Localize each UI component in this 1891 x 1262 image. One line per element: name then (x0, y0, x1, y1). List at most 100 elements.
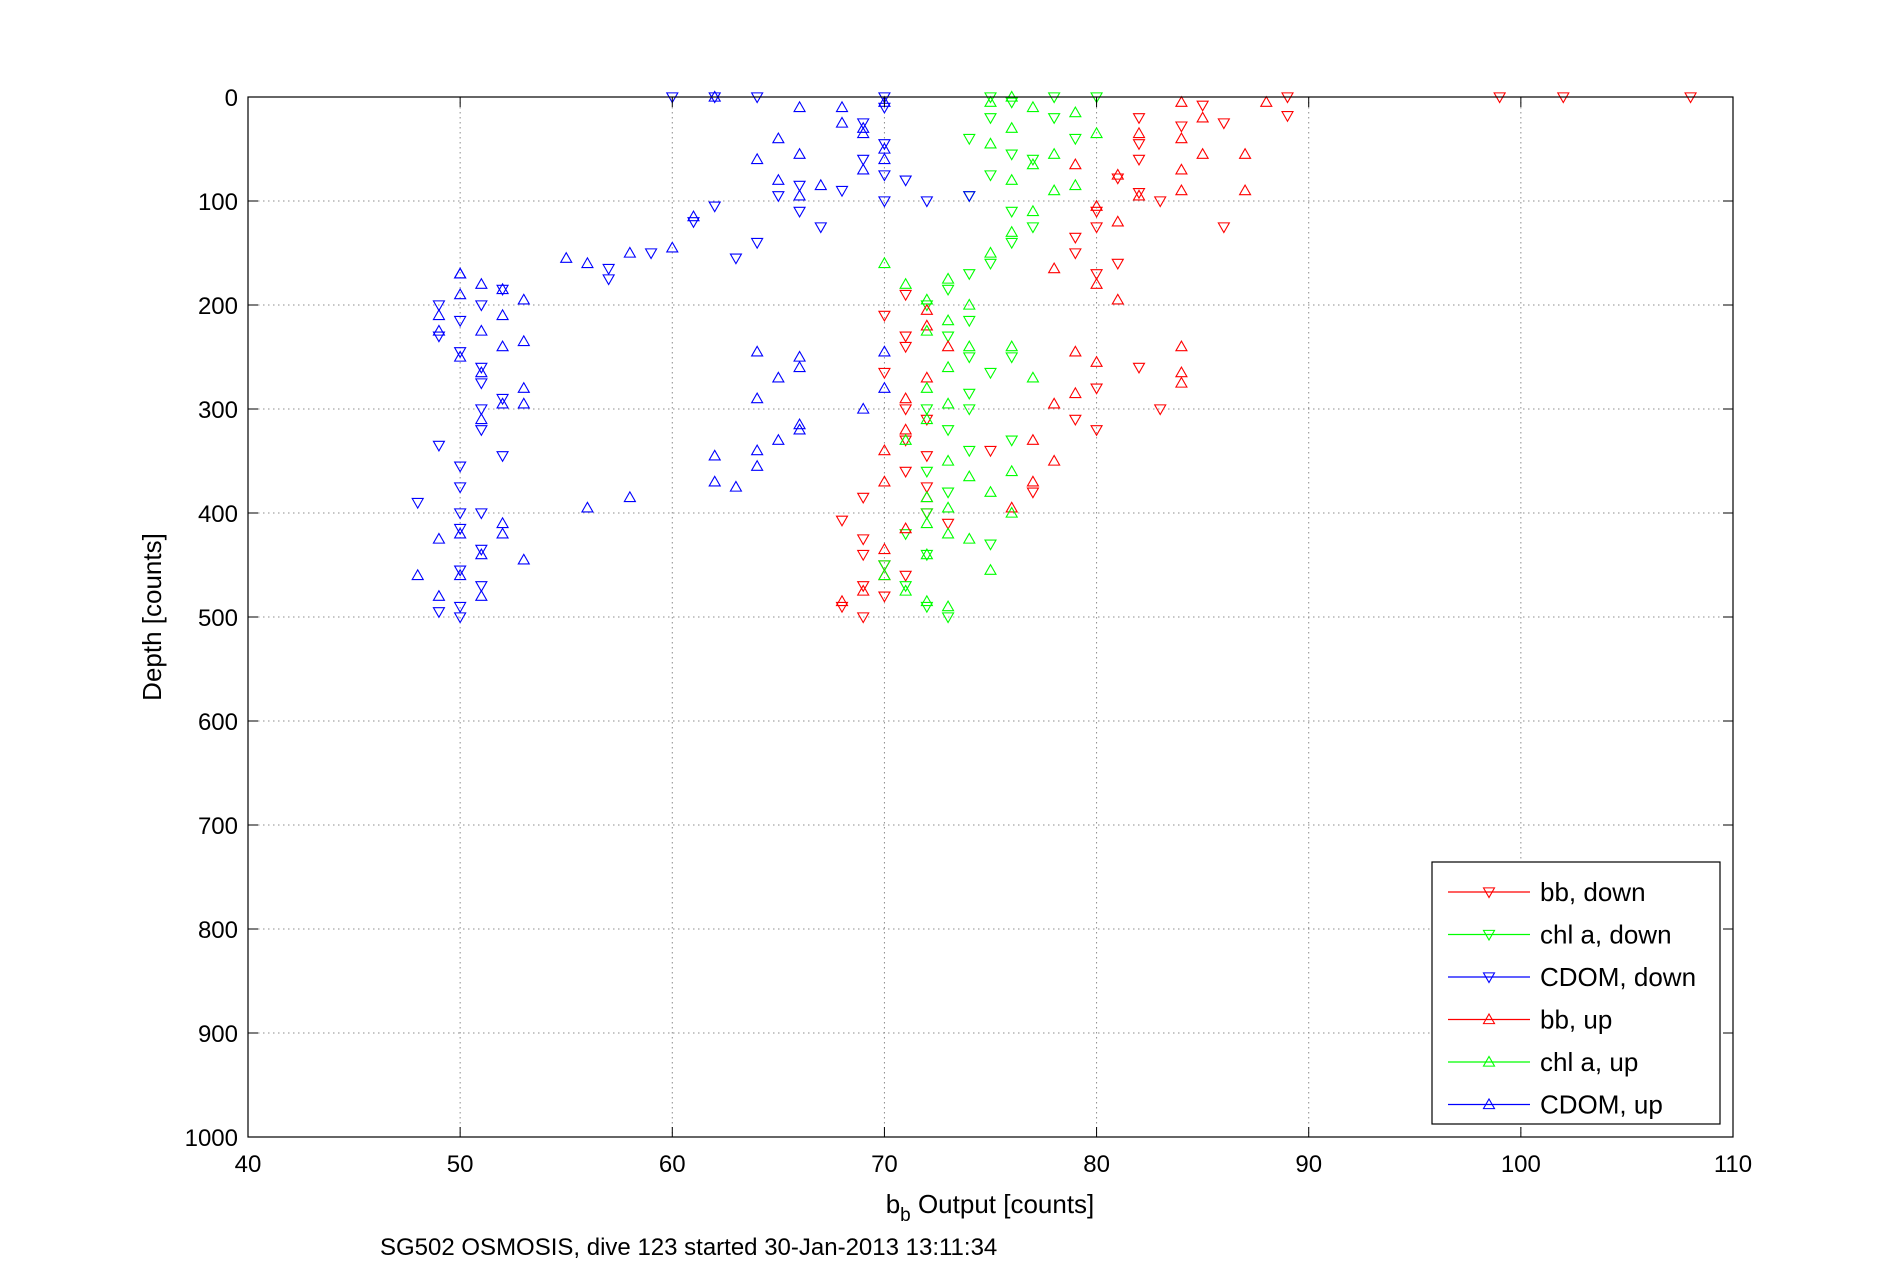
data-point (920, 466, 934, 479)
data-point (877, 170, 891, 182)
data-point (899, 331, 913, 343)
data-point (1047, 261, 1061, 274)
data-point (1068, 157, 1082, 170)
data-point (517, 334, 531, 347)
x-axis-label: bb Output [counts] (886, 1189, 1095, 1226)
data-points (411, 90, 1698, 624)
data-point (750, 443, 764, 456)
data-point (496, 397, 510, 409)
data-point (1132, 126, 1146, 139)
data-point (1153, 404, 1167, 416)
data-point (835, 601, 849, 614)
data-point (1026, 487, 1040, 499)
data-point (856, 154, 870, 167)
legend-marker (1482, 1055, 1496, 1067)
grid (248, 97, 1733, 1137)
data-point (962, 388, 976, 401)
data-point (602, 263, 616, 276)
data-point (1047, 454, 1061, 466)
data-point (750, 345, 764, 357)
data-point (1005, 352, 1019, 364)
data-point (835, 100, 849, 113)
data-point (1068, 232, 1082, 245)
data-point (453, 601, 467, 614)
data-point (984, 563, 997, 575)
data-point (793, 360, 807, 373)
y-tick-label: 400 (198, 501, 238, 528)
data-point (517, 381, 531, 393)
data-point (877, 310, 891, 323)
y-tick-label: 200 (198, 293, 238, 320)
data-point (941, 518, 955, 531)
y-tick-label: 700 (198, 813, 238, 840)
data-point (1090, 199, 1104, 211)
data-point (1047, 147, 1061, 159)
data-point (708, 90, 722, 102)
data-point (877, 591, 891, 603)
data-point (474, 300, 488, 312)
data-point (453, 508, 467, 520)
data-point (920, 490, 934, 503)
data-point (1132, 113, 1146, 125)
data-point (1005, 90, 1019, 102)
data-point (1174, 183, 1188, 196)
y-tick-label: 600 (198, 709, 238, 736)
data-point (1132, 362, 1146, 375)
y-tick-label: 500 (198, 605, 238, 632)
data-point (1068, 386, 1082, 399)
data-point (814, 222, 828, 234)
data-point (474, 362, 488, 375)
data-point (432, 589, 446, 601)
data-point (1217, 222, 1231, 234)
data-point (835, 594, 849, 607)
y-tick-label: 300 (198, 397, 238, 424)
data-point (793, 100, 807, 113)
data-point (432, 300, 446, 312)
data-point (453, 461, 467, 473)
data-point (984, 92, 997, 104)
data-point (899, 466, 913, 479)
data-point (1174, 131, 1188, 144)
data-point (708, 201, 722, 213)
data-point (1047, 397, 1061, 409)
series-4 (877, 90, 1104, 612)
data-point (750, 92, 764, 104)
data-point (474, 547, 488, 560)
data-point (580, 501, 594, 513)
data-point (517, 397, 531, 409)
data-point (1068, 105, 1082, 118)
legend-box (1431, 861, 1721, 1125)
data-point (644, 248, 658, 260)
data-point (729, 253, 743, 265)
data-point (1132, 154, 1146, 167)
data-point (1132, 139, 1146, 151)
data-point (877, 196, 891, 208)
data-point (877, 152, 891, 165)
data-point (1090, 269, 1104, 281)
data-point (962, 532, 976, 544)
data-point (962, 445, 976, 458)
data-point (453, 315, 467, 328)
data-point (1005, 206, 1019, 219)
data-point (920, 547, 934, 560)
data-point (877, 475, 891, 487)
data-point (1090, 383, 1104, 395)
data-point (1111, 293, 1125, 305)
data-point (1174, 95, 1188, 107)
data-point (432, 324, 446, 336)
x-tick-label: 100 (1501, 1151, 1541, 1178)
legend-marker (1482, 887, 1496, 899)
series-0 (835, 92, 1698, 624)
data-point (899, 570, 913, 583)
data-point (899, 289, 913, 302)
data-point (1026, 371, 1040, 383)
data-point (856, 118, 870, 130)
y-tick-label: 800 (198, 917, 238, 944)
x-tick-label: 70 (871, 1151, 898, 1178)
data-point (984, 137, 997, 149)
data-point (1026, 154, 1040, 167)
data-point (1090, 355, 1104, 367)
data-point (941, 487, 955, 499)
series-1 (877, 92, 1104, 624)
